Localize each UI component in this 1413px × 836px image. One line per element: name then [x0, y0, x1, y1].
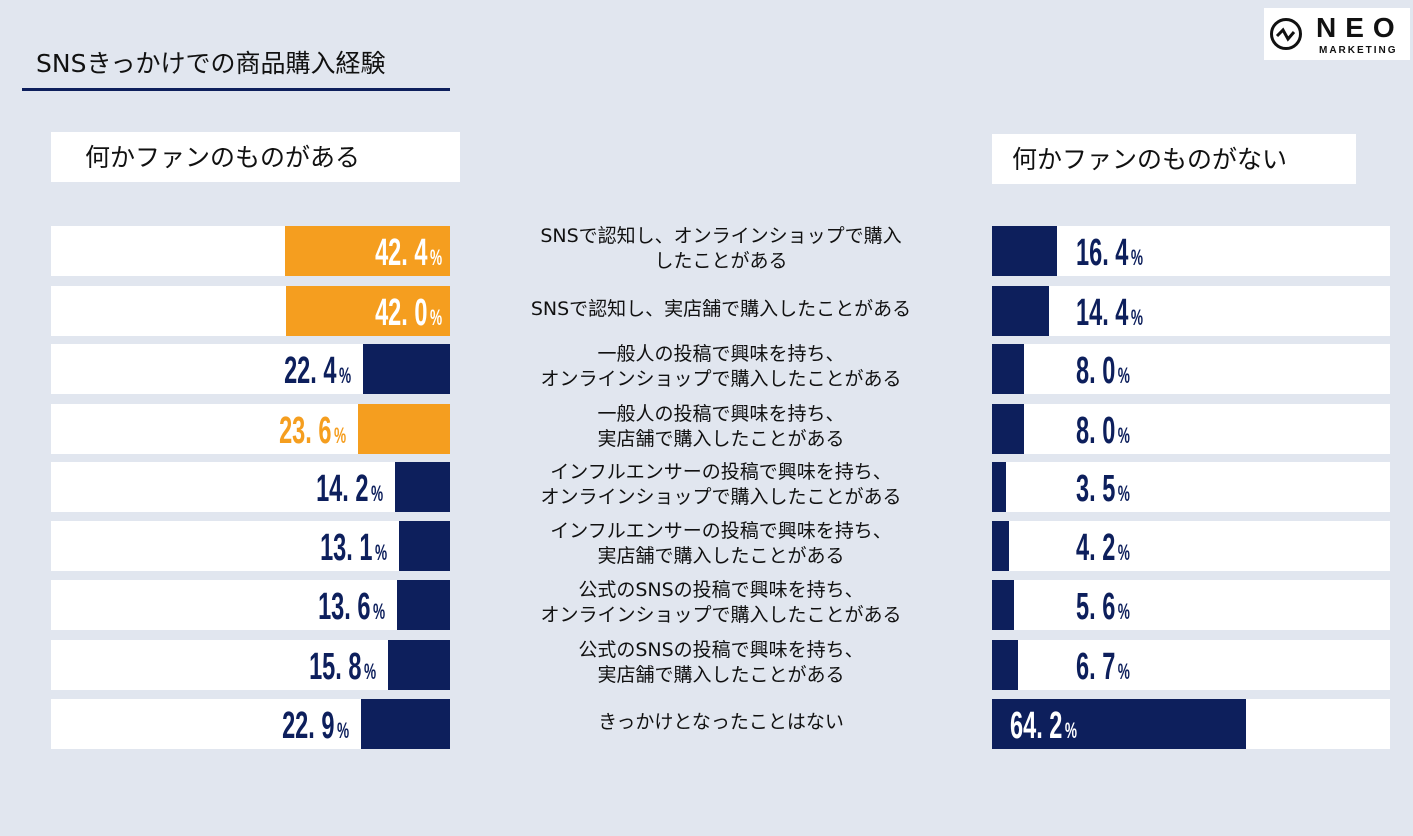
right-value-label: 3. 5%: [1076, 468, 1130, 510]
left-bar: [286, 286, 450, 336]
left-bar: [360, 699, 450, 749]
left-bar-track: 42. 0%: [51, 286, 450, 336]
left-bar: [357, 404, 450, 454]
right-bar-track: 8. 0%: [992, 404, 1390, 454]
page-title: SNSきっかけでの商品購入経験: [36, 49, 386, 78]
right-bar: [992, 699, 1246, 749]
right-value-label: 8. 0%: [1076, 410, 1130, 452]
right-bar: [992, 462, 1006, 512]
right-value-label: 8. 0%: [1076, 350, 1130, 392]
right-bar: [992, 226, 1057, 276]
left-bar-track: 14. 2%: [51, 462, 450, 512]
left-bar: [362, 344, 450, 394]
left-bar-track: 22. 9%: [51, 699, 450, 749]
category-label: 一般人の投稿で興味を持ち、 実店舗で購入したことがある: [597, 403, 845, 450]
right-bar-track: 8. 0%: [992, 344, 1390, 394]
right-bar: [992, 521, 1009, 571]
legend-right: 何かファンのものがない: [992, 134, 1356, 184]
left-bar-track: 13. 1%: [51, 521, 450, 571]
left-bar-track: 42. 4%: [51, 226, 450, 276]
left-value-label: 23. 6%: [278, 410, 346, 452]
left-value-label: 22. 9%: [281, 705, 349, 747]
left-value-label: 42. 4%: [374, 232, 442, 274]
right-value-label: 6. 7%: [1076, 646, 1130, 688]
left-bar: [388, 640, 450, 690]
neo-marketing-logo: NEO MARKETING: [1264, 8, 1410, 60]
left-value-label: 15. 8%: [309, 646, 377, 688]
category-label: 公式のSNSの投稿で興味を持ち、 オンラインショップで購入したことがある: [540, 579, 902, 626]
left-value-label: 42. 0%: [374, 292, 442, 334]
title-underline: [22, 88, 450, 91]
category-label: きっかけとなったことはない: [598, 710, 844, 733]
left-bar-track: 15. 8%: [51, 640, 450, 690]
category-label: 一般人の投稿で興味を持ち、 オンラインショップで購入したことがある: [540, 343, 902, 390]
left-value-label: 13. 6%: [317, 586, 385, 628]
left-bar: [394, 462, 450, 512]
left-value-label: 14. 2%: [315, 468, 383, 510]
category-label: インフルエンサーの投稿で興味を持ち、 実店舗で購入したことがある: [550, 520, 892, 567]
right-bar: [992, 580, 1015, 630]
left-bar-track: 23. 6%: [51, 404, 450, 454]
right-bar-track: 14. 4%: [992, 286, 1390, 336]
right-value-label: 5. 6%: [1076, 586, 1130, 628]
left-bar: [398, 521, 450, 571]
right-bar-track: 64. 2%: [992, 699, 1390, 749]
logo-text: NEO: [1316, 12, 1404, 43]
left-bar-track: 13. 6%: [51, 580, 450, 630]
category-label: SNSで認知し、実店舗で購入したことがある: [530, 297, 912, 320]
left-value-label: 22. 4%: [283, 350, 351, 392]
right-value-label: 64. 2%: [1010, 705, 1078, 747]
right-bar: [992, 286, 1049, 336]
left-bar-track: 22. 4%: [51, 344, 450, 394]
right-bar: [992, 344, 1024, 394]
right-value-label: 14. 4%: [1076, 292, 1144, 334]
logo-circle-icon: [1270, 18, 1302, 50]
right-value-label: 16. 4%: [1076, 232, 1144, 274]
logo-subtext: MARKETING: [1319, 45, 1398, 56]
right-bar-track: 3. 5%: [992, 462, 1390, 512]
left-bar: [396, 580, 450, 630]
right-bar-track: 5. 6%: [992, 580, 1390, 630]
category-label: 公式のSNSの投稿で興味を持ち、 実店舗で購入したことがある: [578, 639, 864, 686]
category-label: インフルエンサーの投稿で興味を持ち、 オンラインショップで購入したことがある: [540, 461, 902, 508]
right-bar-track: 4. 2%: [992, 521, 1390, 571]
right-bar: [992, 640, 1019, 690]
category-label: SNSで認知し、オンラインショップで購入 したことがある: [540, 225, 902, 272]
right-bar-track: 6. 7%: [992, 640, 1390, 690]
right-bar-track: 16. 4%: [992, 226, 1390, 276]
left-value-label: 13. 1%: [319, 527, 387, 569]
right-bar: [992, 404, 1024, 454]
right-value-label: 4. 2%: [1076, 527, 1130, 569]
left-bar: [284, 226, 450, 276]
legend-left: 何かファンのものがある: [51, 132, 460, 182]
logo-zigzag-icon: [1275, 27, 1296, 42]
